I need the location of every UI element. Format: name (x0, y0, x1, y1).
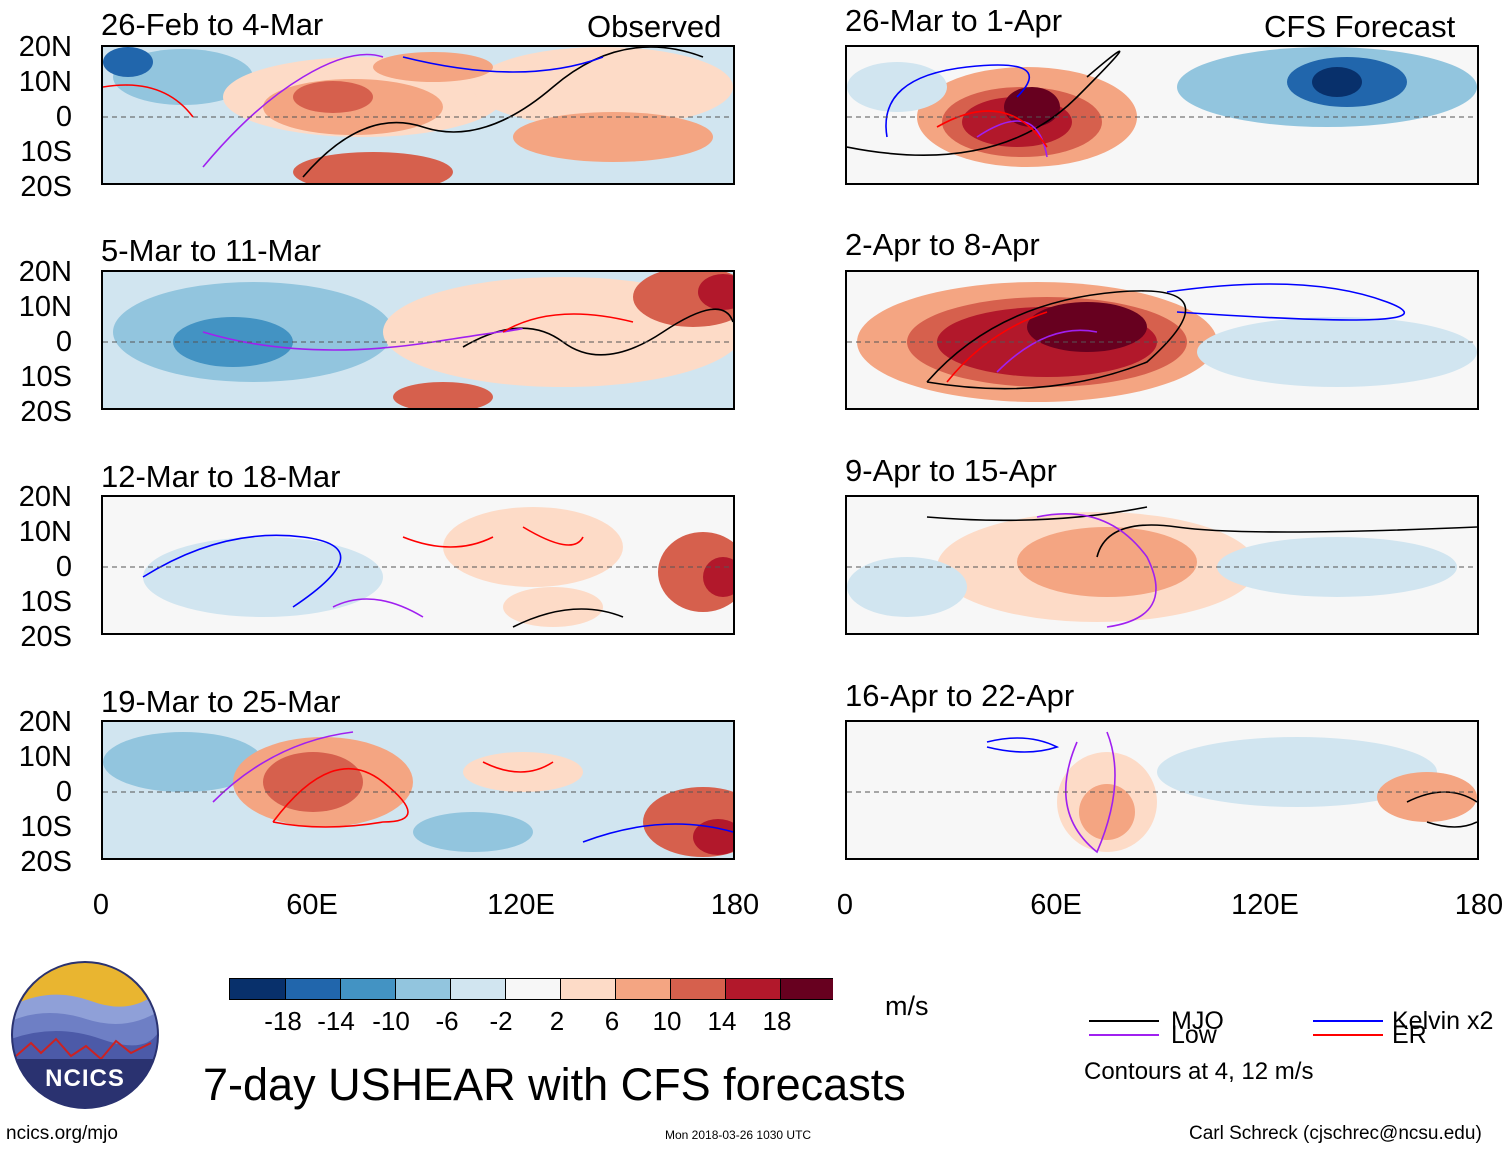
legend-label-kelvin: Kelvin x2 (1392, 1007, 1494, 1035)
colorbar-label: 2 (549, 1006, 565, 1036)
colorbar-swatch (560, 979, 616, 999)
lon-label: 60E (286, 889, 338, 921)
map-panel-fcst-3 (845, 495, 1479, 635)
main-title: 7-day USHEAR with CFS forecasts (203, 1059, 906, 1110)
colorbar-swatch (285, 979, 341, 999)
lon-label: 120E (487, 889, 555, 921)
map-panel-obs-2 (101, 270, 735, 410)
shear-map (847, 272, 1477, 408)
legend-label-er: ER (1392, 1021, 1427, 1049)
lat-label: 20S (20, 396, 72, 428)
colorbar-swatch (230, 979, 285, 999)
shear-map (103, 722, 733, 858)
lat-label: 20S (20, 846, 72, 878)
colorbar-swatch (395, 979, 451, 999)
lat-label: 10S (20, 811, 72, 843)
panel-title-fcst-4: 16-Apr to 22-Apr (845, 678, 1075, 713)
panel-title-fcst-3: 9-Apr to 15-Apr (845, 453, 1057, 488)
legend-line-kelvin (1313, 1020, 1383, 1022)
colorbar-swatch (780, 979, 833, 999)
colorbar-label: 10 (652, 1006, 682, 1036)
panel-title-obs-4: 19-Mar to 25-Mar (101, 684, 341, 719)
lon-label: 120E (1231, 889, 1299, 921)
lat-label: 20N (18, 256, 72, 288)
lat-label: 10N (18, 291, 72, 323)
panel-tag-observed: Observed (587, 9, 722, 44)
lat-label: 0 (55, 326, 72, 358)
lat-label: 0 (55, 776, 72, 808)
legend-label-mjo: MJO (1171, 1007, 1224, 1035)
lat-label: 10S (20, 586, 72, 618)
lon-label: 180 (710, 889, 760, 921)
panel-title-obs-1: 26-Feb to 4-Mar (101, 7, 324, 42)
colorbar-swatch (670, 979, 726, 999)
colorbar-swatch (615, 979, 671, 999)
colorbar-label: 14 (707, 1006, 737, 1036)
panel-title-fcst-1: 26-Mar to 1-Apr (845, 3, 1063, 38)
colorbar-swatch (450, 979, 506, 999)
lat-label: 20S (20, 171, 72, 203)
colorbar-label: -10 (372, 1006, 410, 1036)
lat-label: 10S (20, 136, 72, 168)
ncics-logo: NCICS (11, 961, 159, 1109)
lat-label: 10N (18, 516, 72, 548)
shear-map (103, 272, 733, 408)
lat-label: 0 (55, 101, 72, 133)
logo-text: NCICS (45, 1065, 125, 1092)
legend-line-er (1313, 1034, 1383, 1036)
legend-line-low (1089, 1034, 1159, 1036)
map-panel-fcst-4 (845, 720, 1479, 860)
lat-label: 0 (55, 551, 72, 583)
lat-label: 20N (18, 706, 72, 738)
map-panel-fcst-1 (845, 45, 1479, 185)
colorbar-label: -14 (317, 1006, 355, 1036)
lat-label: 10S (20, 361, 72, 393)
shear-map (103, 47, 733, 183)
panel-title-obs-2: 5-Mar to 11-Mar (101, 233, 321, 268)
panel-title-fcst-2: 2-Apr to 8-Apr (845, 227, 1040, 262)
colorbar-label: -2 (489, 1006, 513, 1036)
lat-label: 20N (18, 481, 72, 513)
footer-timestamp: Mon 2018-03-26 1030 UTC (665, 1128, 812, 1142)
map-panel-fcst-2 (845, 270, 1479, 410)
shear-map (847, 722, 1477, 858)
colorbar-label: -6 (435, 1006, 459, 1036)
colorbar-swatch (340, 979, 396, 999)
legend-contours-note: Contours at 4, 12 m/s (1084, 1058, 1314, 1085)
legend-label-low: Low (1171, 1021, 1217, 1049)
colorbar (229, 978, 833, 1000)
shear-map (847, 497, 1477, 633)
colorbar-label: 6 (604, 1006, 620, 1036)
colorbar-label: -18 (264, 1006, 302, 1036)
shear-map (103, 497, 733, 633)
lon-label: 180 (1454, 889, 1504, 921)
panel-tag-cfs-forecast: CFS Forecast (1264, 9, 1456, 44)
lat-label: 10N (18, 741, 72, 773)
map-panel-obs-3 (101, 495, 735, 635)
lon-label: 0 (92, 889, 110, 921)
map-panel-obs-4 (101, 720, 735, 860)
lat-label: 10N (18, 66, 72, 98)
colorbar-swatch (725, 979, 781, 999)
panel-title-obs-3: 12-Mar to 18-Mar (101, 459, 341, 494)
map-panel-obs-1 (101, 45, 735, 185)
footer-credit: Carl Schreck (cjschrec@ncsu.edu) (1189, 1123, 1482, 1144)
colorbar-label: 18 (762, 1006, 792, 1036)
shear-map (847, 47, 1477, 183)
lat-label: 20S (20, 621, 72, 653)
lat-label: 20N (18, 31, 72, 63)
legend-line-mjo (1089, 1020, 1159, 1022)
colorbar-swatch (505, 979, 561, 999)
footer-url[interactable]: ncics.org/mjo (6, 1123, 118, 1144)
lon-label: 0 (836, 889, 854, 921)
colorbar-unit: m/s (885, 991, 929, 1021)
lon-label: 60E (1030, 889, 1082, 921)
